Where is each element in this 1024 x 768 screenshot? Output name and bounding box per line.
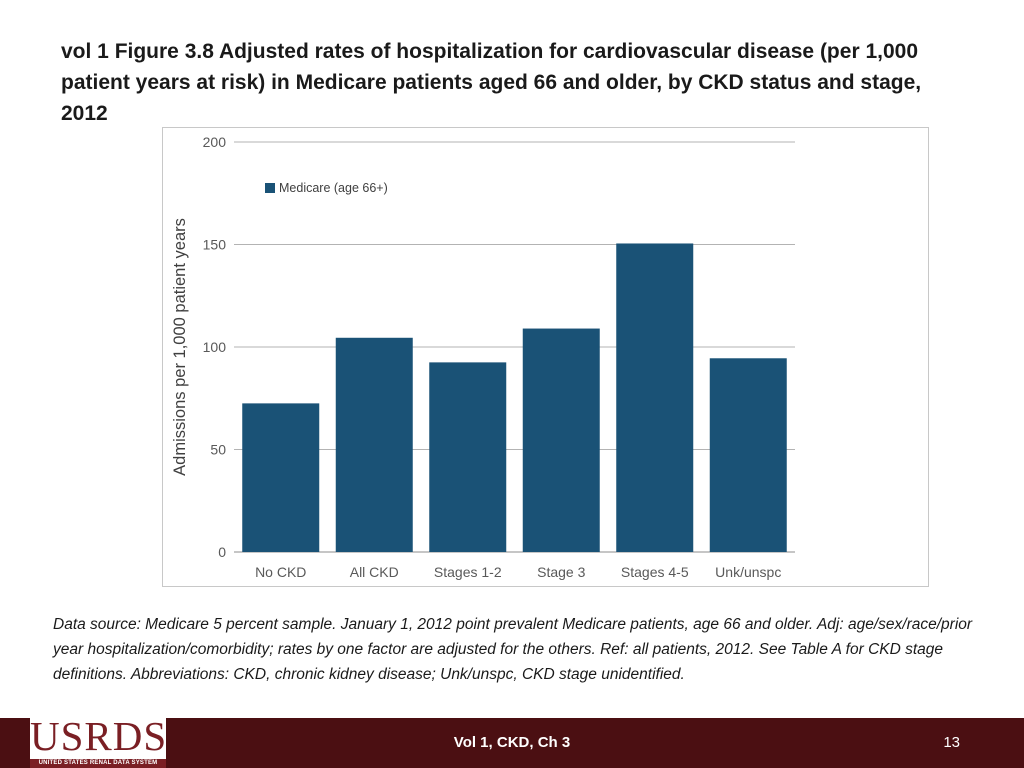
bar-chart: 0 50 100 150 200 No CKD All CKD Stages 1-2 Stage… [171, 134, 795, 580]
footer-bar [0, 718, 1024, 768]
y-tick-label: 100 [203, 339, 227, 355]
bar [242, 403, 320, 552]
x-tick-label: Stages 4-5 [621, 564, 689, 580]
y-tick-label: 0 [218, 544, 226, 560]
legend-swatch [265, 183, 275, 193]
bar [709, 358, 787, 552]
y-axis-label: Admissions per 1,000 patient years [171, 218, 189, 476]
bar [335, 337, 413, 552]
x-tick-label: Unk/unspc [715, 564, 781, 580]
footer-chapter-label: Vol 1, CKD, Ch 3 [453, 734, 571, 751]
logo-wordmark: USRDS [30, 713, 168, 759]
y-tick-label: 150 [203, 237, 227, 253]
logo-subtitle: UNITED STATES RENAL DATA SYSTEM [30, 759, 166, 768]
bar [522, 328, 600, 552]
y-tick-label: 50 [210, 442, 226, 458]
bar [616, 243, 694, 552]
y-tick-label: 200 [203, 134, 227, 150]
x-tick-label: All CKD [350, 564, 399, 580]
page-number: 13 [943, 734, 960, 751]
usrds-logo: USRDS UNITED STATES RENAL DATA SYSTEM [30, 712, 166, 768]
slide-title: vol 1 Figure 3.8 Adjusted rates of hospi… [61, 40, 922, 125]
data-source-note: Data source: Medicare 5 percent sample. … [53, 616, 973, 683]
bar [429, 362, 507, 552]
x-tick-label: Stage 3 [537, 564, 585, 580]
x-tick-label: Stages 1-2 [434, 564, 502, 580]
x-tick-label: No CKD [255, 564, 306, 580]
chart-frame: 0 50 100 150 200 No CKD All CKD Stages 1-2 Stage… [162, 127, 929, 587]
legend-label: Medicare (age 66+) [279, 181, 388, 195]
